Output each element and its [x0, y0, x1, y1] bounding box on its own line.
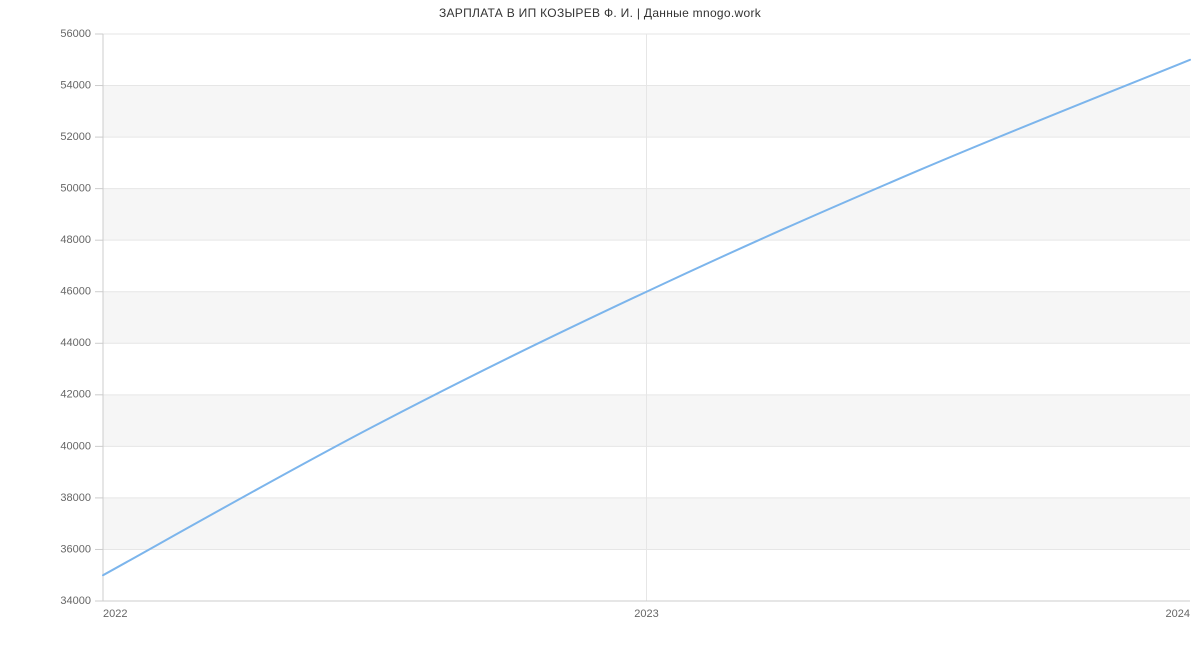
chart-title: ЗАРПЛАТА В ИП КОЗЫРЕВ Ф. И. | Данные mno… — [0, 6, 1200, 20]
y-tick-label: 36000 — [60, 543, 91, 555]
y-tick-label: 42000 — [60, 389, 91, 401]
y-tick-label: 48000 — [60, 234, 91, 246]
y-tick-label: 46000 — [60, 286, 91, 298]
y-tick-label: 54000 — [60, 79, 91, 91]
y-tick-label: 40000 — [60, 440, 91, 452]
y-tick-label: 52000 — [60, 131, 91, 143]
y-tick-label: 56000 — [60, 28, 91, 40]
y-tick-label: 44000 — [60, 337, 91, 349]
y-tick-label: 38000 — [60, 492, 91, 504]
x-tick-label: 2023 — [634, 608, 658, 620]
x-tick-label: 2024 — [1166, 608, 1190, 620]
y-tick-label: 34000 — [60, 595, 91, 607]
salary-chart: ЗАРПЛАТА В ИП КОЗЫРЕВ Ф. И. | Данные mno… — [0, 0, 1200, 650]
y-tick-label: 50000 — [60, 183, 91, 195]
x-tick-label: 2022 — [103, 608, 127, 620]
chart-svg: 34000 36000 38000 40000 42000 44000 46000 48000… — [0, 0, 1200, 650]
